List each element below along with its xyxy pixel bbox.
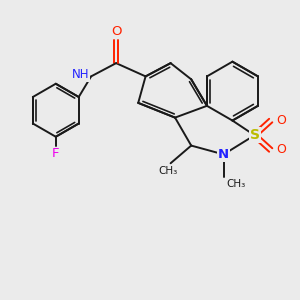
Text: N: N	[218, 148, 229, 161]
Text: CH₃: CH₃	[158, 166, 177, 176]
Text: O: O	[277, 114, 286, 127]
Text: NH: NH	[72, 68, 90, 81]
Text: CH₃: CH₃	[226, 179, 246, 189]
Text: O: O	[111, 25, 122, 38]
Text: F: F	[52, 147, 59, 160]
Text: O: O	[277, 143, 286, 157]
Text: S: S	[250, 128, 260, 142]
